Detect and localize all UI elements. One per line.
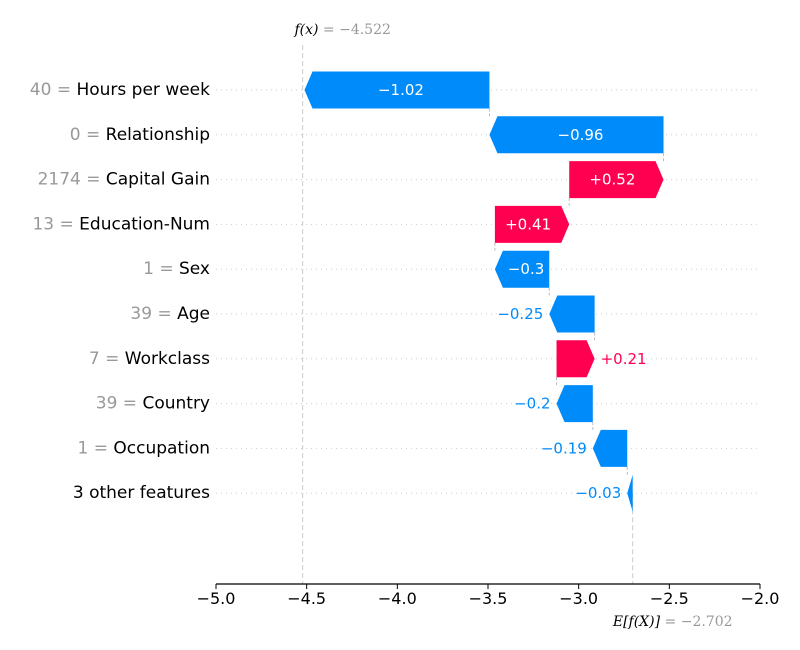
- x-tick-label: −2.5: [650, 589, 689, 608]
- feature-value: 1 =: [143, 259, 179, 279]
- feature-label: 0 = Relationship: [70, 125, 210, 145]
- feature-name: Relationship: [106, 125, 210, 145]
- feature-name: Education-Num: [79, 214, 210, 234]
- feature-value: 40 =: [30, 80, 77, 100]
- guide-layer: [302, 45, 665, 584]
- feature-label: 3 other features: [73, 483, 210, 503]
- fx-annotation: f(x) = −4.522: [293, 22, 390, 38]
- feature-value: 13 =: [32, 214, 79, 234]
- feature-value: 0 =: [70, 125, 106, 145]
- waterfall-bar: [489, 116, 664, 154]
- feature-name: Sex: [179, 259, 210, 279]
- feature-name: Occupation: [113, 438, 210, 458]
- expected-value-value: = −2.702: [660, 614, 732, 630]
- x-tick-label: −3.0: [559, 589, 598, 608]
- x-tick-label: −2.0: [741, 589, 780, 608]
- bar-value-label: +0.21: [601, 350, 647, 368]
- waterfall-bar: [592, 429, 628, 467]
- bar-value-label: −0.3: [508, 260, 544, 278]
- bar-value-label: +0.41: [505, 215, 551, 233]
- bar-value-label: −0.19: [541, 439, 587, 457]
- feature-value: 39 =: [96, 394, 143, 414]
- waterfall-bar: [304, 71, 490, 109]
- bar-value-label: −0.96: [558, 126, 604, 144]
- grid-layer: [216, 89, 760, 494]
- fx-label: f(x): [293, 22, 318, 38]
- feature-name: Country: [142, 394, 210, 414]
- x-tick-label: −3.5: [469, 589, 508, 608]
- waterfall-bar: [569, 161, 664, 199]
- bar-value-label: −1.02: [378, 81, 424, 99]
- feature-label: 40 = Hours per week: [30, 80, 210, 100]
- feature-name: Capital Gain: [106, 170, 210, 190]
- waterfall-bar: [556, 385, 593, 423]
- feature-name: Age: [177, 304, 210, 324]
- bar-value-label: −0.03: [575, 484, 621, 502]
- x-tick-label: −4.5: [287, 589, 326, 608]
- bar-value-label: −0.2: [514, 395, 550, 413]
- feature-name: Hours per week: [76, 80, 210, 100]
- waterfall-bar: [627, 474, 633, 512]
- feature-name: 3 other features: [73, 483, 210, 503]
- waterfall-bar: [549, 295, 595, 333]
- feature-label: 39 = Age: [130, 304, 210, 324]
- feature-name: Workclass: [125, 349, 210, 369]
- feature-value: 1 =: [78, 438, 114, 458]
- x-tick-label: −4.0: [378, 589, 417, 608]
- waterfall-bar: [494, 250, 550, 288]
- feature-label: 39 = Country: [96, 394, 210, 414]
- expected-value-annotation: E[f(X)] = −2.702: [612, 614, 733, 630]
- waterfall-bar: [494, 205, 570, 243]
- feature-label: 1 = Occupation: [78, 438, 211, 458]
- label-layer: −1.02 40 = Hours per week −0.96 0 = Relatio…: [30, 80, 647, 503]
- bar-value-label: −0.25: [497, 305, 543, 323]
- x-axis: −5.0 −4.5 −4.0 −3.5 −3.0 −2.5 −2.0: [197, 583, 780, 608]
- feature-label: 13 = Education-Num: [32, 214, 210, 234]
- x-tick-label: −5.0: [197, 589, 236, 608]
- bar-layer: [304, 71, 664, 512]
- feature-value: 7 =: [89, 349, 125, 369]
- fx-value: = −4.522: [318, 22, 390, 38]
- expected-value-label: E[f(X)]: [612, 614, 661, 630]
- feature-value: 39 =: [130, 304, 177, 324]
- feature-label: 2174 = Capital Gain: [38, 170, 210, 190]
- bar-value-label: +0.52: [589, 171, 635, 189]
- waterfall-bar: [556, 340, 595, 378]
- feature-label: 1 = Sex: [143, 259, 210, 279]
- feature-label: 7 = Workclass: [89, 349, 210, 369]
- feature-value: 2174 =: [38, 170, 106, 190]
